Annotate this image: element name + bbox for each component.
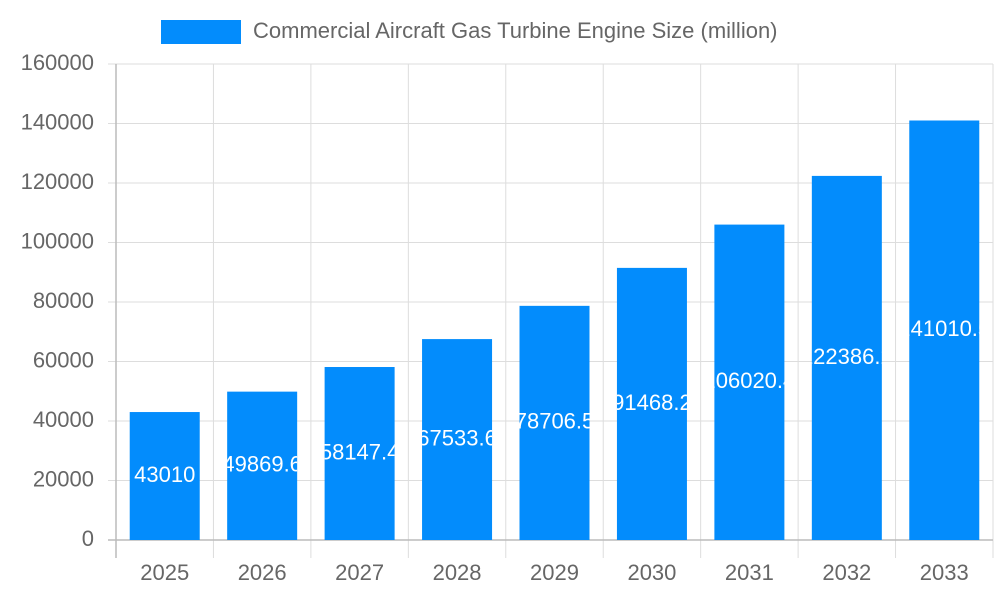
x-tick-label: 2030 — [627, 560, 676, 585]
data-label: 67533.6 — [417, 425, 497, 450]
y-tick-label: 0 — [82, 526, 94, 551]
bar — [422, 339, 493, 540]
bar — [227, 391, 298, 540]
y-tick-label: 20000 — [33, 466, 94, 491]
data-label: 91468.2 — [612, 390, 692, 415]
bar — [129, 412, 200, 540]
y-tick-label: 40000 — [33, 407, 94, 432]
x-tick-label: 2032 — [822, 560, 871, 585]
data-label: 141010.5 — [898, 316, 990, 341]
bar — [714, 224, 785, 541]
x-tick-label: 2033 — [920, 560, 969, 585]
data-label: 122386.2 — [801, 344, 893, 369]
x-tick-label: 2029 — [530, 560, 579, 585]
x-tick-label: 2028 — [433, 560, 482, 585]
x-tick-label: 2026 — [238, 560, 287, 585]
x-tick-label: 2025 — [140, 560, 189, 585]
bar — [324, 367, 395, 540]
data-label: 58147.4 — [320, 439, 400, 464]
legend-swatch — [161, 20, 241, 44]
y-tick-label: 140000 — [21, 109, 94, 134]
y-tick-label: 100000 — [21, 228, 94, 253]
bar — [909, 120, 980, 540]
data-label: 49869.6 — [222, 452, 302, 477]
data-label: 106020.4 — [704, 368, 796, 393]
y-tick-label: 80000 — [33, 288, 94, 313]
data-label: 78706.5 — [515, 409, 595, 434]
bar — [616, 267, 687, 540]
bar — [519, 305, 590, 540]
y-tick-label: 60000 — [33, 347, 94, 372]
x-tick-label: 2027 — [335, 560, 384, 585]
y-tick-label: 120000 — [21, 169, 94, 194]
y-tick-label: 160000 — [21, 50, 94, 75]
legend-label: Commercial Aircraft Gas Turbine Engine S… — [253, 18, 778, 43]
bar — [811, 175, 882, 540]
data-label: 43010 — [134, 462, 195, 487]
x-tick-label: 2031 — [725, 560, 774, 585]
